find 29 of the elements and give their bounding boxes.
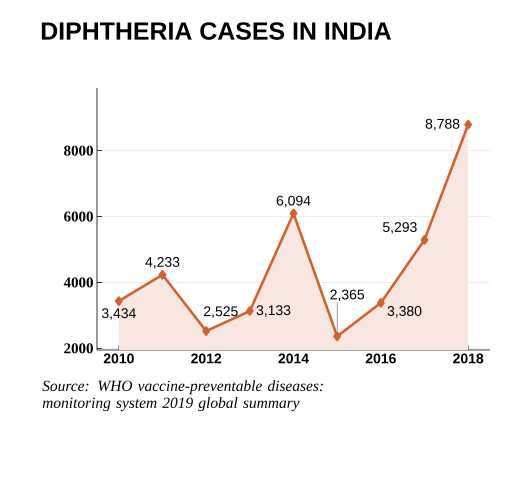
point: [202, 326, 210, 336]
data-label: 8,788: [426, 118, 460, 130]
point: [420, 235, 428, 245]
data-label: 4,233: [145, 257, 180, 269]
point: [246, 306, 254, 316]
source-note: Source: WHO vaccine-preventable diseases: monitoring system 2019 global summary: [42, 380, 323, 412]
x-tick-label: 2016: [366, 354, 396, 364]
data-label: 3,434: [102, 308, 136, 320]
point: [333, 332, 342, 342]
x-tick-label: 2014: [278, 354, 309, 364]
point: [464, 120, 472, 130]
data-label: 2,525: [204, 306, 238, 318]
y-tick-label: 8000: [64, 146, 93, 156]
y-tick-label: 6000: [64, 211, 93, 222]
point: [376, 298, 385, 308]
point: [114, 296, 123, 306]
y-tick-label: 4000: [64, 277, 93, 288]
data-label: 5,293: [382, 222, 417, 234]
point: [290, 208, 298, 218]
x-tick-label: 2012: [191, 354, 222, 364]
data-label: 2,365: [330, 290, 364, 302]
data-label: 3,133: [256, 305, 290, 317]
data-label: 3,380: [388, 306, 422, 318]
x-tick-label: 2010: [104, 354, 134, 364]
x-tick-label: 2018: [453, 354, 484, 364]
point: [158, 270, 166, 280]
y-tick-label: 2000: [64, 343, 93, 354]
chart-title: DIPHTHERIA CASES IN INDIA: [42, 22, 392, 40]
data-label: 6,094: [276, 196, 311, 208]
